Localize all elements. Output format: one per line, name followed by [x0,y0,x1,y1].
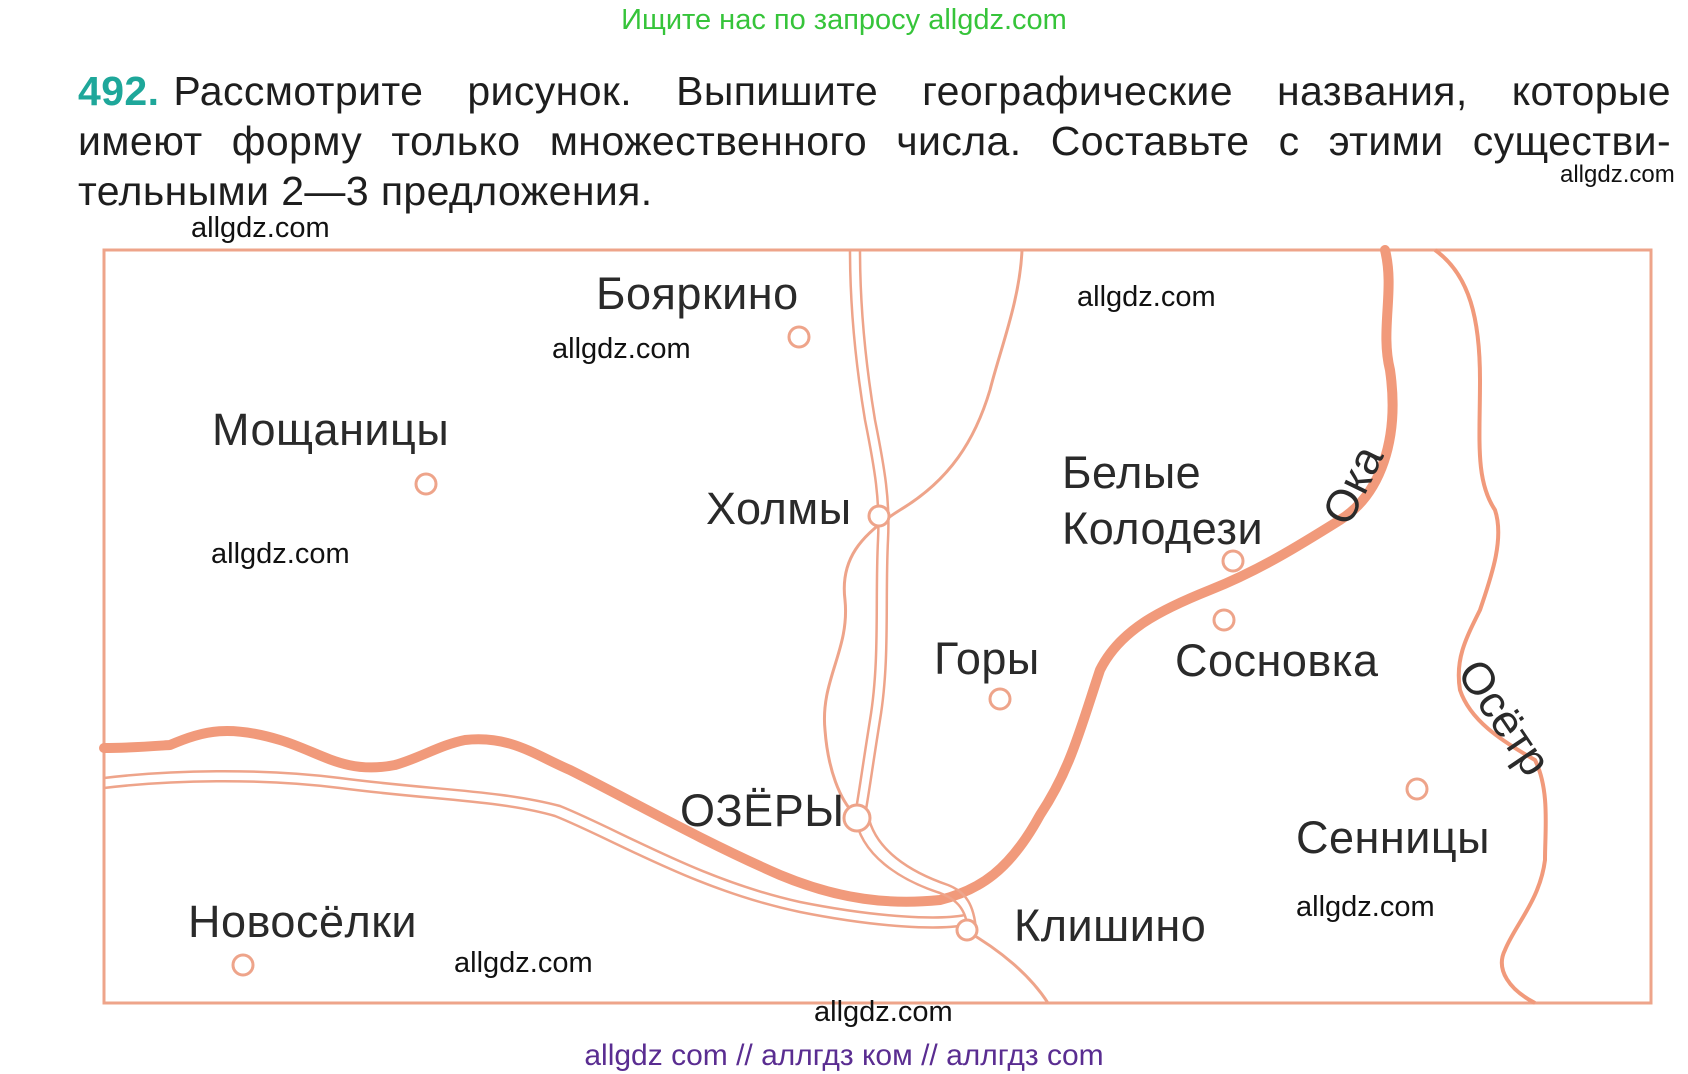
marker-klishino [955,918,979,942]
site-banner: Ищите нас по запросу allgdz.com [621,4,1067,36]
road-west-b [103,780,966,929]
marker-moshchanitsy [414,472,438,496]
label-sennitsy: Сенницы [1296,812,1490,863]
marker-boyarkino [787,325,811,349]
task-number: 492. [78,68,160,114]
marker-belye-kolodezi [1221,549,1245,573]
label-novoselki: Новосёлки [188,896,418,947]
watermark-7: allgdz.com [454,947,593,979]
task-line-1: 492. Рассмотрите рисунок. Выпишите геогра… [78,66,1671,116]
label-moshchanitsy: Мощаницы [212,404,450,455]
river-osetr [1433,248,1548,1005]
label-belye-kolodezi-1: Белые [1062,447,1202,498]
watermark-2: allgdz.com [191,212,330,244]
marker-ozery [842,803,872,833]
road-south-b [866,814,978,931]
task-line-1-text: Рассмотрите рисунок. Выпишите географиче… [173,68,1671,114]
marker-kholmy [867,504,891,528]
footer-watermark: allgdz com // аллгдз ком // аллгдз com [584,1039,1104,1072]
label-gory: Горы [934,633,1040,684]
river-oka [99,245,1398,907]
label-sosnovka: Сосновка [1175,635,1379,686]
watermark-8: allgdz.com [814,996,953,1028]
marker-gory [988,687,1012,711]
road-single [822,249,1024,817]
watermark-5: allgdz.com [211,538,350,570]
task-line-3: тельными 2—3 предложения. [78,168,653,214]
watermark-3: allgdz.com [1077,281,1216,313]
watermark-4: allgdz.com [552,333,691,365]
task-line-2: имеют форму только множественного числа.… [78,118,1671,164]
label-klishino: Клишино [1014,900,1207,951]
watermark-1: allgdz.com [1560,161,1675,188]
road-south-a [853,814,970,931]
marker-sennitsy [1405,777,1429,801]
road-west-a [103,770,966,919]
marker-sosnovka [1212,608,1236,632]
marker-novoselki [231,953,255,977]
label-kholmy: Холмы [706,483,852,534]
task-text: 492. Рассмотрите рисунок. Выпишите геогра… [78,66,1678,216]
label-boyarkino: Бояркино [596,268,799,319]
map-frame [102,248,1653,1005]
road-north-a [848,249,880,816]
label-belye-kolodezi-2: Колодези [1062,503,1264,554]
watermark-6: allgdz.com [1296,891,1435,923]
road-north-b [858,249,890,816]
label-ozery: ОЗЁРЫ [680,785,845,836]
